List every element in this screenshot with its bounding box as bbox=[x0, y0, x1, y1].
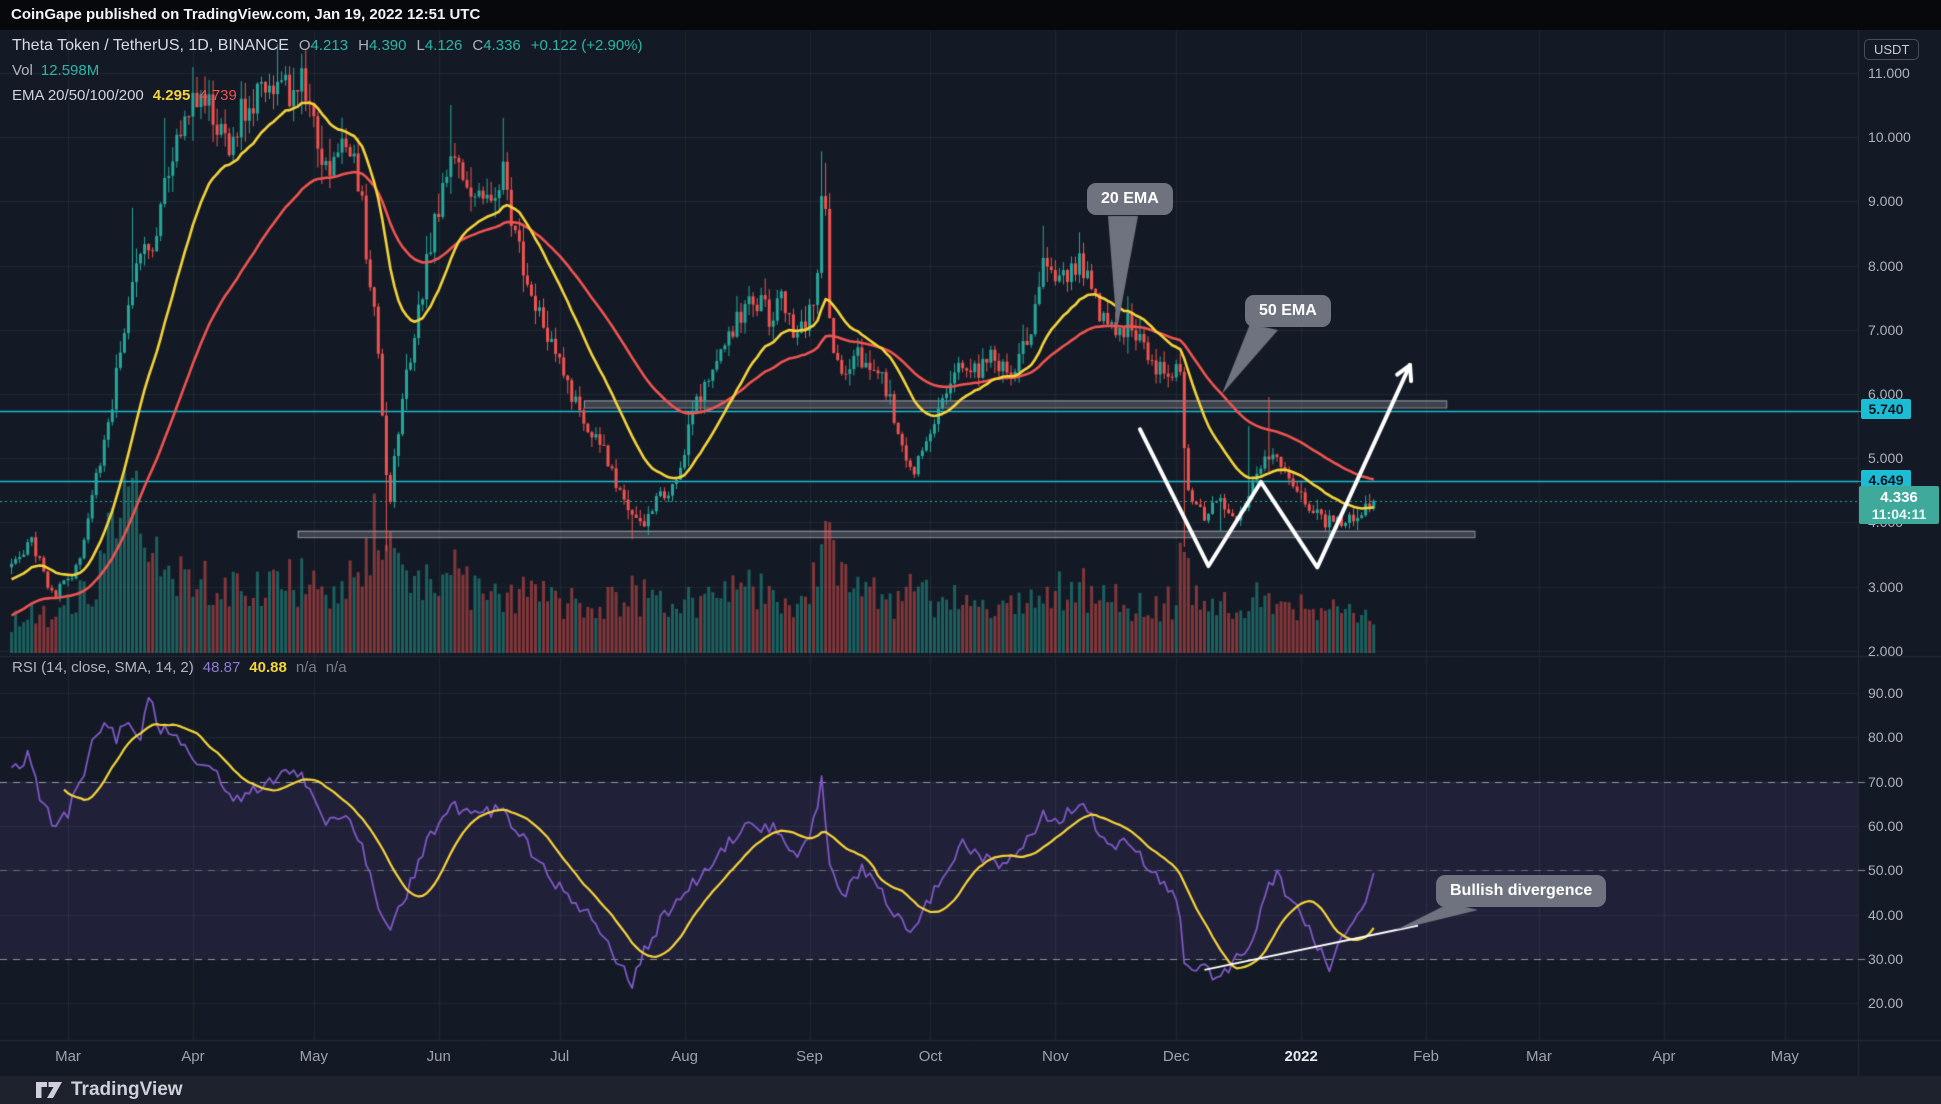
price-tick: 8.000 bbox=[1868, 257, 1904, 274]
ohlc-value: 4.336 bbox=[483, 37, 521, 54]
month-label: Apr bbox=[1652, 1048, 1676, 1065]
volume-legend-row: Vol 12.598M bbox=[12, 62, 99, 79]
ema-legend-row: EMA 20/50/100/200 4.295 4.739 bbox=[12, 87, 237, 104]
last-price-value: 4.336 bbox=[1880, 489, 1918, 506]
level-price-badge-5740: 5.740 bbox=[1861, 399, 1911, 419]
month-label: Sep bbox=[796, 1048, 823, 1065]
rsi-na-value-2: n/a bbox=[325, 659, 347, 676]
month-label: 2022 bbox=[1284, 1048, 1318, 1065]
price-tick: 6.000 bbox=[1868, 386, 1904, 402]
ohlc-letter: O bbox=[298, 37, 311, 54]
publisher-banner: CoinGape published on TradingView.com, J… bbox=[0, 0, 1941, 30]
volume-value: 12.598M bbox=[40, 62, 100, 79]
price-tick: 11.000 bbox=[1868, 65, 1910, 81]
rsi-tick: 90.00 bbox=[1868, 685, 1904, 701]
price-tick: 10.000 bbox=[1868, 129, 1911, 146]
ohlc-value: 4.390 bbox=[368, 37, 407, 54]
month-label: May bbox=[299, 1048, 328, 1065]
month-label: Feb bbox=[1413, 1048, 1440, 1065]
tradingview-logo-icon bbox=[36, 1082, 62, 1098]
bullish-divergence-callout[interactable]: Bullish divergence bbox=[1436, 875, 1607, 907]
symbol-legend-row: Theta Token / TetherUS, 1D, BINANCE O4.21… bbox=[12, 37, 643, 55]
month-label: Apr bbox=[181, 1048, 205, 1065]
ema50-callout[interactable]: 50 EMA bbox=[1245, 295, 1331, 327]
rsi-label[interactable]: RSI (14, close, SMA, 14, 2) bbox=[12, 659, 194, 676]
rsi-tick: 20.00 bbox=[1868, 995, 1904, 1012]
ohlc-letter: C bbox=[472, 37, 484, 54]
rsi-sma-value: 40.88 bbox=[249, 659, 287, 676]
rsi-tick: 40.00 bbox=[1868, 906, 1904, 923]
symbol-title[interactable]: Theta Token / TetherUS, 1D, BINANCE bbox=[12, 37, 289, 54]
tradingview-logo[interactable]: TradingView bbox=[36, 1079, 183, 1101]
rsi-legend-row: RSI (14, close, SMA, 14, 2) 48.87 40.88 n/a… bbox=[12, 659, 347, 676]
ohlc-letter: H bbox=[358, 37, 369, 54]
month-label: Jun bbox=[426, 1048, 451, 1065]
ohlc-value: 4.126 bbox=[424, 37, 463, 54]
price-tick: 3.000 bbox=[1868, 578, 1904, 595]
price-tick: 9.000 bbox=[1868, 193, 1904, 210]
change-value: +0.122 (+2.90%) bbox=[530, 37, 643, 54]
month-label: Oct bbox=[918, 1048, 943, 1065]
month-label: Nov bbox=[1042, 1048, 1069, 1065]
price-tick: 2.000 bbox=[1868, 642, 1904, 659]
month-label: Jul bbox=[550, 1048, 570, 1065]
level-price-badge-4649: 4.649 bbox=[1861, 470, 1911, 490]
ema50-value: 4.739 bbox=[199, 87, 237, 104]
bar-countdown: 11:04:11 bbox=[1871, 506, 1927, 522]
price-tick: 7.000 bbox=[1868, 321, 1904, 338]
publisher-text: CoinGape published on TradingView.com, J… bbox=[11, 6, 481, 23]
last-price-badge: 4.336 11:04:11 bbox=[1859, 486, 1939, 524]
footer-bar bbox=[0, 1076, 1941, 1104]
rsi-value: 48.87 bbox=[202, 659, 241, 676]
rsi-tick: 70.00 bbox=[1868, 773, 1904, 790]
ema20-value: 4.295 bbox=[152, 87, 191, 104]
rsi-tick: 80.00 bbox=[1868, 729, 1904, 746]
rsi-tick: 30.00 bbox=[1868, 950, 1904, 967]
ema-label: EMA 20/50/100/200 bbox=[12, 87, 144, 104]
month-label: Aug bbox=[671, 1048, 698, 1065]
ohlc-value: 4.213 bbox=[310, 37, 349, 54]
price-tick: 5.000 bbox=[1868, 450, 1904, 467]
ema20-callout[interactable]: 20 EMA bbox=[1087, 183, 1173, 215]
ohlc-values: O4.213 H4.390 L4.126 C4.336 bbox=[289, 37, 521, 54]
rsi-tick: 50.00 bbox=[1868, 862, 1904, 879]
currency-badge[interactable]: USDT bbox=[1864, 39, 1920, 60]
month-label: Mar bbox=[1526, 1048, 1552, 1065]
rsi-na-value: n/a bbox=[295, 659, 317, 676]
tradingview-logo-text: TradingView bbox=[71, 1079, 183, 1100]
rsi-tick: 60.00 bbox=[1868, 817, 1904, 834]
month-label: May bbox=[1770, 1048, 1799, 1065]
ohlc-letter: L bbox=[416, 37, 425, 54]
month-label: Mar bbox=[55, 1048, 81, 1065]
volume-label: Vol bbox=[12, 62, 33, 79]
month-label: Dec bbox=[1162, 1048, 1190, 1065]
